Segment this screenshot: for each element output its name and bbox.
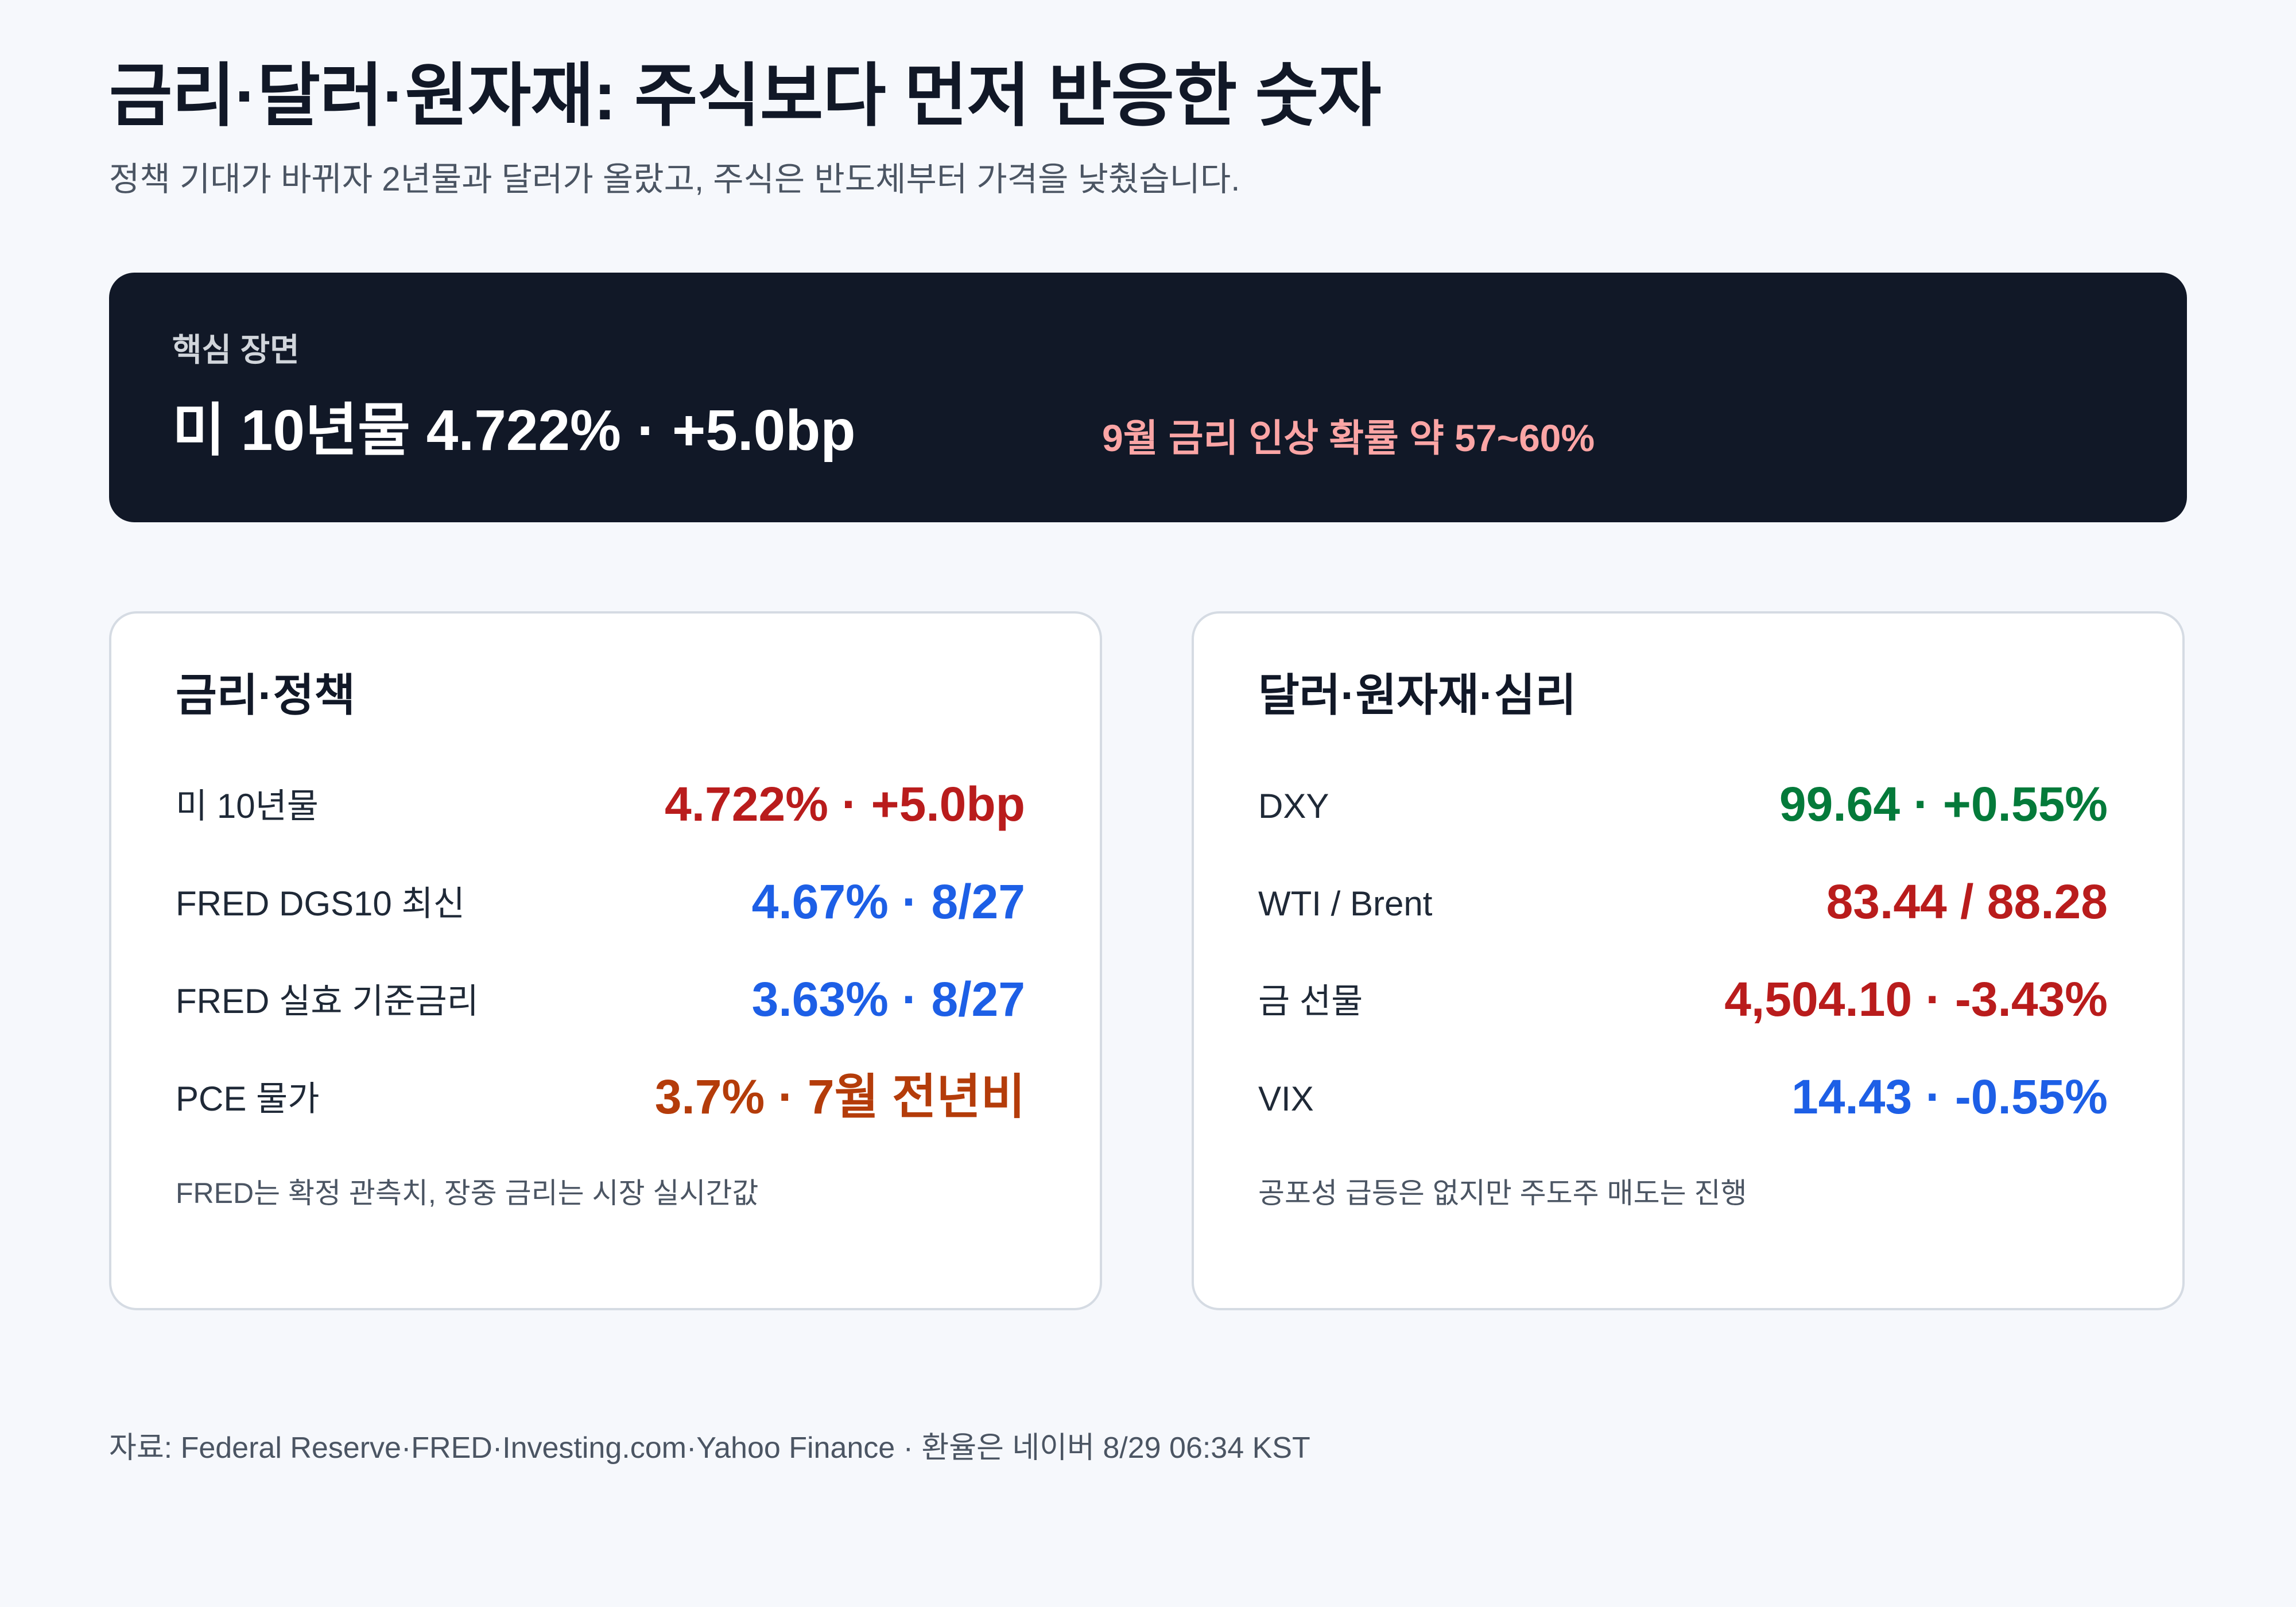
markets-row-dxy: DXY 99.64 · +0.55% <box>1258 768 2108 832</box>
markets-card-title: 달러·원자재·심리 <box>1258 670 1577 720</box>
row-label: 금 선물 <box>1258 982 1363 1020</box>
page-subtitle: 정책 기대가 바뀌자 2년물과 달러가 올랐고, 주식은 반도체부터 가격을 낮… <box>109 161 1240 198</box>
hero-banner: 핵심 장면 미 10년물 4.722% · +5.0bp 9월 금리 인상 확률… <box>109 273 2187 522</box>
rates-card-note: FRED는 확정 관측치, 장중 금리는 시장 실시간값 <box>176 1177 759 1209</box>
markets-row-wti-brent: WTI / Brent 83.44 / 88.28 <box>1258 866 2108 929</box>
row-value: 4.722% · +5.0bp <box>665 777 1025 831</box>
row-label: FRED DGS10 최신 <box>176 884 465 923</box>
dollar-commodities-sentiment-card: 달러·원자재·심리 DXY 99.64 · +0.55% WTI / Brent… <box>1192 611 2185 1310</box>
rates-policy-card: 금리·정책 미 10년물 4.722% · +5.0bp FRED DGS10 … <box>109 611 1102 1310</box>
rates-row-pce: PCE 물가 3.7% · 7월 전년비 <box>176 1061 1025 1124</box>
markets-card-note: 공포성 급등은 없지만 주도주 매도는 진행 <box>1258 1177 1747 1209</box>
rates-card-title: 금리·정책 <box>176 670 356 720</box>
markets-row-vix: VIX 14.43 · -0.55% <box>1258 1061 2108 1124</box>
row-label: DXY <box>1258 787 1329 825</box>
rates-row-effective-fed-rate: FRED 실효 기준금리 3.63% · 8/27 <box>176 964 1025 1027</box>
hero-label: 핵심 장면 <box>172 332 300 368</box>
row-value: 4,504.10 · -3.43% <box>1724 972 2108 1026</box>
row-label: 미 10년물 <box>176 787 319 825</box>
row-value: 83.44 / 88.28 <box>1826 875 2108 929</box>
rates-row-dgs10: FRED DGS10 최신 4.67% · 8/27 <box>176 866 1025 929</box>
hero-main-figure: 미 10년물 4.722% · +5.0bp <box>172 398 856 463</box>
rates-row-us10y: 미 10년물 4.722% · +5.0bp <box>176 768 1025 832</box>
page-title: 금리·달러·원자재: 주식보다 먼저 반응한 숫자 <box>109 57 1381 134</box>
row-value: 99.64 · +0.55% <box>1779 777 2108 831</box>
row-value: 4.67% · 8/27 <box>751 875 1025 929</box>
hero-rate-hike-probability: 9월 금리 인상 확률 약 57~60% <box>1102 417 1595 459</box>
row-label: WTI / Brent <box>1258 884 1433 923</box>
row-label: PCE 물가 <box>176 1080 320 1118</box>
row-value: 3.63% · 8/27 <box>751 972 1025 1026</box>
row-value: 3.7% · 7월 전년비 <box>654 1070 1025 1124</box>
row-value: 14.43 · -0.55% <box>1791 1070 2108 1124</box>
source-footnote: 자료: Federal Reserve·FRED·Investing.com·Y… <box>109 1431 1310 1465</box>
row-label: FRED 실효 기준금리 <box>176 982 479 1020</box>
markets-row-gold-futures: 금 선물 4,504.10 · -3.43% <box>1258 964 2108 1027</box>
row-label: VIX <box>1258 1080 1314 1118</box>
